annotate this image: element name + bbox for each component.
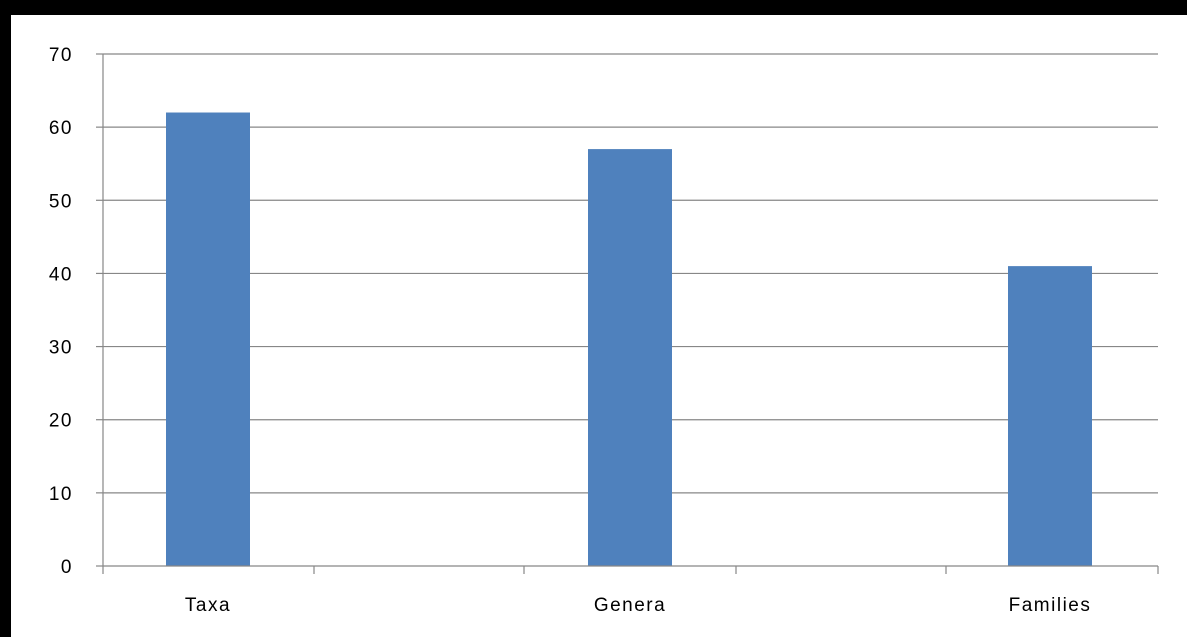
bar-families xyxy=(1008,266,1092,566)
y-tick-label: 0 xyxy=(61,557,73,578)
x-category-label: Taxa xyxy=(185,595,231,616)
axes xyxy=(96,53,1159,574)
x-category-label: Genera xyxy=(594,595,666,616)
y-tick-label: 10 xyxy=(49,484,73,505)
y-tick-label: 70 xyxy=(49,45,73,66)
y-tick-label: 30 xyxy=(49,338,73,359)
y-tick-label: 50 xyxy=(49,191,73,212)
labels: 0 10 20 30 40 50 60 70 Taxa Genera Families xyxy=(49,45,1092,616)
bar-taxa xyxy=(166,112,250,566)
x-category-label: Families xyxy=(1009,595,1092,616)
y-tick-label: 60 xyxy=(49,118,73,139)
bar-genera xyxy=(588,149,672,567)
bars xyxy=(166,112,1092,567)
y-tick-label: 20 xyxy=(49,411,73,432)
y-tick-label: 40 xyxy=(49,264,73,285)
